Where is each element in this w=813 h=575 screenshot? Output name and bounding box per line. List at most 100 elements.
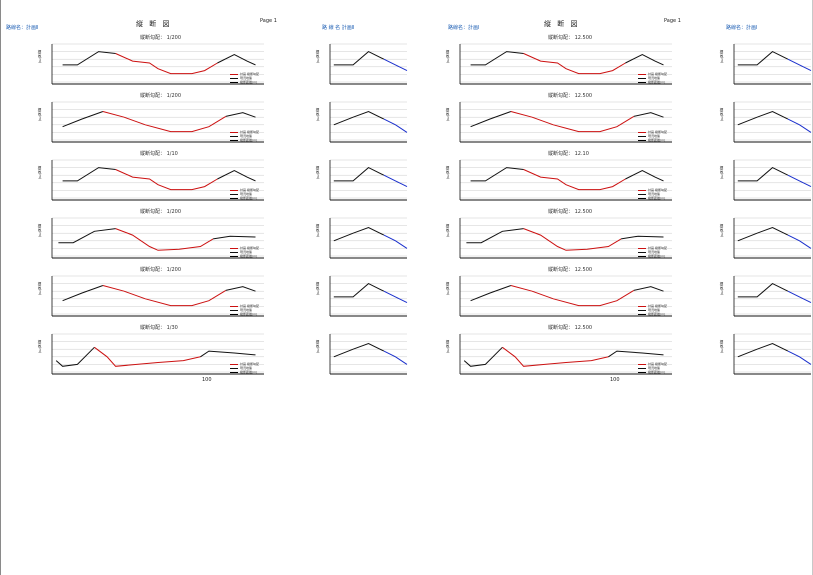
profile-panel: 縦断勾配： 1/30 標高(m) 計画 縦断勾配 現況地盤 縦断距離(m) 100 xyxy=(38,325,268,383)
legend-ground-label: 現況地盤 xyxy=(240,366,253,370)
panel-title: 縦断勾配： 12.500 xyxy=(548,325,593,331)
profile-plot xyxy=(51,101,264,143)
legend-ref: 縦断距離(m) xyxy=(230,80,259,84)
profile-panel: 標高(m) xyxy=(720,40,813,90)
legend-swatch-ground xyxy=(638,77,646,79)
ground-line xyxy=(62,285,104,302)
x-tick-label: 100 xyxy=(202,377,212,383)
y-axis-label: 標高(m) xyxy=(720,340,724,354)
plan-line xyxy=(383,118,408,133)
legend-plan: 計画 縦断勾配 xyxy=(638,246,667,250)
plan-line xyxy=(510,111,635,133)
panel-title: 縦断勾配： 1/200 xyxy=(140,35,181,41)
legend-ref-label: 縦断距離(m) xyxy=(648,370,666,374)
legend-plan: 計画 縦断勾配 xyxy=(230,362,259,366)
legend-swatch-ground xyxy=(638,309,646,311)
legend-swatch-ground xyxy=(230,251,238,253)
legend-swatch-ref xyxy=(638,139,646,141)
ground-line xyxy=(333,283,385,298)
legend-ground-label: 現況地盤 xyxy=(648,308,661,312)
legend-plan: 計画 縦断勾配 xyxy=(638,130,667,134)
ground-line xyxy=(633,286,664,292)
profile-plot xyxy=(733,159,812,201)
profile-panel: 標高(m) xyxy=(720,272,813,322)
profile-plot xyxy=(459,159,672,201)
y-axis-label: 標高(m) xyxy=(316,108,320,122)
profile-panel: 標高(m) xyxy=(316,98,411,148)
ground-line xyxy=(470,167,524,182)
legend-plan-label: 計画 縦断勾配 xyxy=(648,362,667,366)
legend-plan-label: 計画 縦断勾配 xyxy=(240,130,259,134)
ground-line xyxy=(737,342,789,358)
ground-line xyxy=(737,283,789,298)
legend-ground: 現況地盤 xyxy=(230,366,259,370)
legend-ref: 縦断距離(m) xyxy=(230,370,259,374)
legend-ref-label: 縦断距離(m) xyxy=(240,370,258,374)
panel-legend: 計画 縦断勾配 現況地盤 縦断距離(m) xyxy=(230,72,259,84)
y-axis-label: 標高(m) xyxy=(38,224,42,238)
legend-swatch-ground xyxy=(638,367,646,369)
page-number: Page 1 xyxy=(260,18,277,24)
plan-line xyxy=(787,118,812,133)
legend-swatch-ref xyxy=(638,197,646,199)
y-axis-label: 標高(m) xyxy=(446,224,450,238)
legend-swatch-ref xyxy=(638,255,646,257)
report-sheet: 路線名：計画Ⅰ 縦 断 図 Page 1 縦断勾配： 12.500 標高(m) 計画 縦断… xyxy=(446,0,683,395)
legend-ref: 縦断距離(m) xyxy=(638,370,667,374)
panel-title: 縦断勾配： 1/200 xyxy=(140,209,181,215)
plan-line xyxy=(383,290,408,304)
legend-ref-label: 縦断距離(m) xyxy=(240,312,258,316)
profile-panel: 標高(m) xyxy=(316,40,411,90)
panel-legend: 計画 縦断勾配 現況地盤 縦断距離(m) xyxy=(638,246,667,258)
legend-swatch-ground xyxy=(230,367,238,369)
ground-line xyxy=(625,54,664,66)
legend-ground-label: 現況地盤 xyxy=(240,134,253,138)
legend-swatch-ref xyxy=(230,371,238,373)
ground-line xyxy=(62,51,116,66)
y-axis-label: 標高(m) xyxy=(38,340,42,354)
plan-line xyxy=(115,169,218,191)
page-edge-left xyxy=(0,0,1,575)
profile-plot xyxy=(459,43,672,85)
plan-line xyxy=(383,234,408,249)
legend-ground: 現況地盤 xyxy=(230,192,259,196)
legend-plan-label: 計画 縦断勾配 xyxy=(240,362,259,366)
legend-plan: 計画 縦断勾配 xyxy=(230,188,259,192)
plan-line xyxy=(787,234,812,249)
legend-swatch-plan xyxy=(230,189,238,191)
plan-line xyxy=(523,228,622,251)
legend-swatch-ground xyxy=(638,251,646,253)
legend-swatch-ref xyxy=(230,255,238,257)
y-axis-label: 標高(m) xyxy=(446,340,450,354)
legend-ground: 現況地盤 xyxy=(230,250,259,254)
legend-swatch-ground xyxy=(230,135,238,137)
profile-panel: 縦断勾配： 12.500 標高(m) 計画 縦断勾配 現況地盤 縦断距離(m) 100 xyxy=(446,325,676,383)
legend-swatch-ground xyxy=(638,193,646,195)
ground-line xyxy=(463,346,503,367)
y-axis-label: 標高(m) xyxy=(38,282,42,296)
profile-panel: 縦断勾配： 1/200 標高(m) 計画 縦断勾配 現況地盤 縦断距離(m) xyxy=(38,209,268,264)
profile-panel: 標高(m) xyxy=(316,156,411,206)
legend-swatch-ground xyxy=(230,193,238,195)
y-axis-label: 標高(m) xyxy=(316,166,320,180)
y-axis-label: 標高(m) xyxy=(446,282,450,296)
legend-swatch-plan xyxy=(638,247,646,249)
legend-ground-label: 現況地盤 xyxy=(648,366,661,370)
legend-swatch-plan xyxy=(638,189,646,191)
legend-plan-label: 計画 縦断勾配 xyxy=(648,246,667,250)
y-axis-label: 標高(m) xyxy=(316,340,320,354)
profile-plot xyxy=(329,333,408,375)
legend-swatch-plan xyxy=(638,73,646,75)
route-label: 路 線 名 計画Ⅱ xyxy=(322,25,355,31)
legend-ref-label: 縦断距離(m) xyxy=(648,254,666,258)
profile-plot xyxy=(51,159,264,201)
legend-ground: 現況地盤 xyxy=(230,134,259,138)
profile-panel: 標高(m) xyxy=(720,330,813,380)
ground-line xyxy=(737,110,789,126)
legend-swatch-ref xyxy=(230,313,238,315)
ground-line xyxy=(737,51,789,66)
profile-panel: 標高(m) xyxy=(316,272,411,322)
y-axis-label: 標高(m) xyxy=(316,50,320,64)
y-axis-label: 標高(m) xyxy=(720,108,724,122)
profile-panel: 縦断勾配： 1/200 標高(m) 計画 縦断勾配 現況地盤 縦断距離(m) xyxy=(38,267,268,322)
